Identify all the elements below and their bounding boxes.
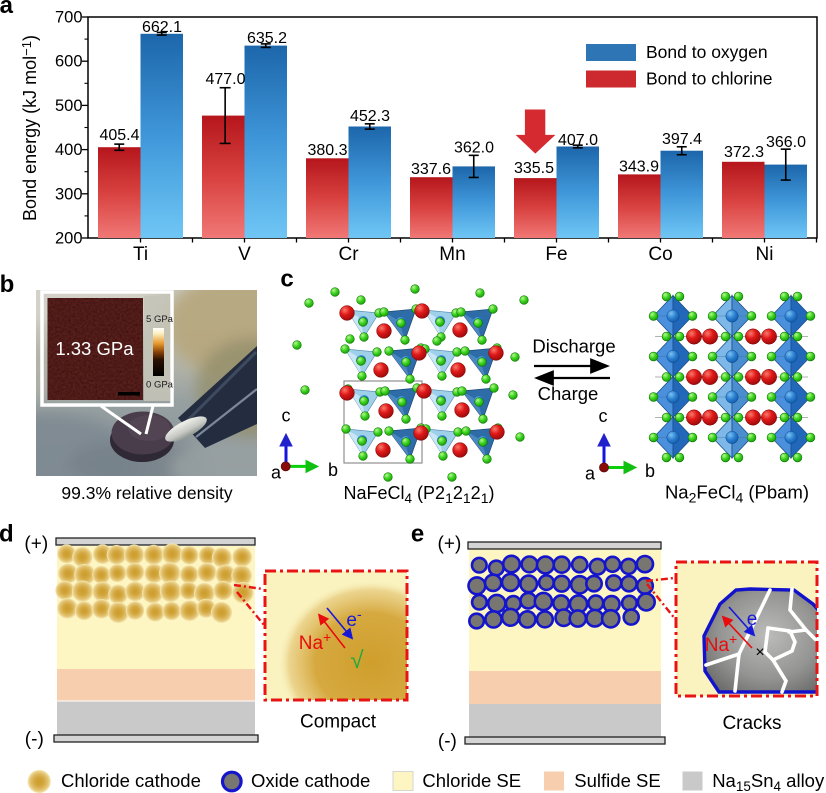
svg-text:(-): (-) <box>25 729 44 750</box>
svg-text:366.0: 366.0 <box>766 134 806 151</box>
svg-text:Cr: Cr <box>338 244 359 265</box>
svg-text:397.4: 397.4 <box>662 131 702 148</box>
svg-text:Ni: Ni <box>756 244 774 265</box>
svg-text:Mn: Mn <box>439 244 465 265</box>
svg-text:99.3% relative density: 99.3% relative density <box>61 483 232 503</box>
svg-text:Cracks: Cracks <box>722 713 781 734</box>
svg-text:Compact: Compact <box>300 712 377 733</box>
svg-text:700: 700 <box>55 9 83 27</box>
svg-text:Bond to chlorine: Bond to chlorine <box>646 69 772 89</box>
svg-text:335.5: 335.5 <box>514 160 554 177</box>
svg-text:Chloride cathode: Chloride cathode <box>61 770 201 791</box>
svg-text:200: 200 <box>55 230 83 248</box>
svg-text:a: a <box>271 463 282 483</box>
svg-text:635.2: 635.2 <box>247 30 287 47</box>
svg-text:Na15Sn4 alloy: Na15Sn4 alloy <box>712 770 825 793</box>
svg-text:300: 300 <box>55 185 83 203</box>
svg-text:600: 600 <box>55 53 83 71</box>
svg-text:1.33 GPa: 1.33 GPa <box>55 338 134 359</box>
svg-text:405.4: 405.4 <box>99 127 139 144</box>
svg-text:(-): (-) <box>438 731 457 752</box>
svg-text:V: V <box>238 244 251 265</box>
svg-text:Sulfide SE: Sulfide SE <box>574 770 660 791</box>
svg-text:Na+: Na+ <box>705 631 737 656</box>
svg-text:337.6: 337.6 <box>411 161 451 178</box>
svg-text:380.3: 380.3 <box>307 142 347 159</box>
svg-text:c: c <box>282 406 291 426</box>
svg-text:452.3: 452.3 <box>350 108 390 125</box>
svg-text:c: c <box>599 406 608 426</box>
svg-text:Co: Co <box>648 244 672 265</box>
svg-text:Oxide cathode: Oxide cathode <box>251 770 370 791</box>
svg-text:×: × <box>755 644 764 661</box>
svg-text:Ti: Ti <box>133 244 148 265</box>
svg-text:(+): (+) <box>24 534 48 555</box>
svg-text:Na2FeCl4 (Pbam): Na2FeCl4 (Pbam) <box>665 482 809 506</box>
svg-text:Chloride SE: Chloride SE <box>422 770 521 791</box>
svg-text:343.9: 343.9 <box>619 159 659 176</box>
svg-text:Bond energy (kJ mol−1): Bond energy (kJ mol−1) <box>19 35 40 221</box>
svg-text:a: a <box>0 0 14 19</box>
svg-text:Bond to oxygen: Bond to oxygen <box>646 42 768 62</box>
svg-text:662.1: 662.1 <box>142 19 182 36</box>
svg-text:0 GPa: 0 GPa <box>146 380 174 391</box>
svg-text:500: 500 <box>55 97 83 115</box>
svg-text:407.0: 407.0 <box>558 132 598 149</box>
svg-text:b: b <box>328 460 338 480</box>
svg-text:5 GPa: 5 GPa <box>146 314 174 325</box>
svg-text:NaFeCl4 (P212121): NaFeCl4 (P212121) <box>344 483 495 506</box>
svg-text:(+): (+) <box>438 534 462 555</box>
svg-text:e: e <box>411 521 424 548</box>
svg-text:Charge: Charge <box>538 383 599 404</box>
svg-text:Fe: Fe <box>545 244 567 265</box>
svg-text:362.0: 362.0 <box>454 140 494 157</box>
svg-text:√: √ <box>350 647 364 674</box>
svg-text:d: d <box>0 521 14 548</box>
svg-text:c: c <box>280 266 293 293</box>
svg-text:b: b <box>645 461 655 481</box>
svg-text:e: e <box>747 609 758 630</box>
svg-text:400: 400 <box>55 141 83 159</box>
svg-text:372.3: 372.3 <box>724 144 764 161</box>
svg-text:b: b <box>0 271 14 298</box>
svg-text:Discharge: Discharge <box>532 336 615 357</box>
svg-text:477.0: 477.0 <box>205 71 245 88</box>
svg-text:a: a <box>585 464 596 484</box>
